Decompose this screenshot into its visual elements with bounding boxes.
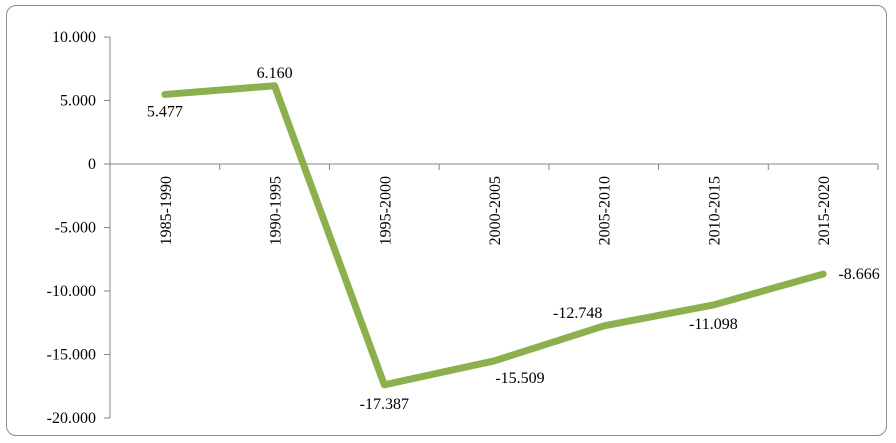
data-label: 5.477 — [147, 103, 183, 120]
y-tick-label: -10.000 — [47, 283, 96, 300]
x-tick-label: 1990-1995 — [268, 176, 285, 245]
series-line — [161, 82, 827, 389]
x-tick-label: 2010-2015 — [706, 176, 723, 245]
data-label: -8.666 — [838, 266, 879, 283]
y-tick-label: -15.000 — [47, 347, 96, 364]
y-tick-label: 10.000 — [52, 29, 96, 46]
y-tick-label: 0 — [88, 156, 96, 173]
data-label: -15.509 — [495, 370, 544, 387]
y-tick-label: -20.000 — [47, 410, 96, 427]
x-tick-label: 2005-2010 — [597, 176, 614, 245]
x-tick-label: 2000-2005 — [487, 176, 504, 245]
x-tick-label: 1995-2000 — [377, 176, 394, 245]
y-axis-ticks: 10.000 5.000 0 -5.000 -10.000 -15.000 -20.000 — [47, 29, 110, 427]
x-axis-ticks: 1985-1990 1990-1995 1995-2000 2000-2005 2005… — [109, 164, 879, 245]
x-tick-label: 1985-1990 — [158, 176, 175, 245]
y-tick-label: -5.000 — [55, 220, 96, 237]
data-label: -17.387 — [360, 396, 409, 413]
chart-frame — [6, 5, 887, 436]
data-label: -12.748 — [553, 305, 602, 322]
series-layer — [161, 82, 827, 389]
data-label: -11.098 — [689, 316, 738, 333]
y-tick-label: 5.000 — [60, 93, 96, 110]
data-label: 6.160 — [257, 65, 293, 82]
data-labels: 5.477 6.160 -17.387 -15.509 -12.748 -11.098 -8… — [147, 65, 880, 413]
x-tick-label: 2015-2020 — [816, 176, 833, 245]
